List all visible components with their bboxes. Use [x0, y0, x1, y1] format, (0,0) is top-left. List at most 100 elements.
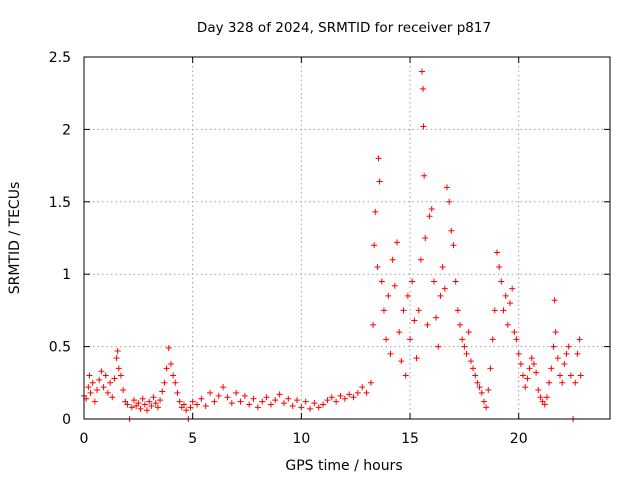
x-tick-label: 10 [292, 431, 310, 447]
data-point [551, 297, 558, 304]
data-point [511, 329, 518, 336]
data-point [533, 369, 540, 376]
data-point [141, 401, 148, 408]
data-point [117, 372, 124, 379]
data-point [346, 391, 353, 398]
data-point [559, 379, 566, 386]
data-point [115, 365, 122, 372]
data-point [400, 307, 407, 314]
data-point [104, 389, 111, 396]
data-point [380, 307, 387, 314]
data-point [454, 307, 461, 314]
data-point [298, 404, 305, 411]
data-point [537, 394, 544, 401]
data-point [457, 321, 464, 328]
data-point [561, 360, 568, 367]
data-point [478, 389, 485, 396]
data-point [165, 345, 172, 352]
data-point [496, 263, 503, 270]
data-point [567, 372, 574, 379]
data-point [437, 292, 444, 299]
data-point [311, 400, 318, 407]
data-point [467, 358, 474, 365]
data-point [515, 350, 522, 357]
x-tick-label: 5 [188, 431, 197, 447]
data-point [417, 256, 424, 263]
y-tick-label: 2.5 [49, 50, 71, 66]
y-tick-label: 0 [62, 412, 71, 428]
data-point [241, 392, 248, 399]
data-point [517, 360, 524, 367]
data-point [443, 184, 450, 191]
data-point [328, 394, 335, 401]
data-point [372, 208, 379, 215]
data-point [550, 343, 557, 350]
data-point [441, 285, 448, 292]
data-point [233, 389, 240, 396]
data-point [439, 263, 446, 270]
data-point [159, 388, 166, 395]
data-point [211, 398, 218, 405]
data-point [415, 307, 422, 314]
data-point [307, 405, 314, 412]
data-point [107, 379, 114, 386]
data-point [187, 404, 194, 411]
data-point [167, 360, 174, 367]
grid-layer [84, 57, 610, 419]
data-point [194, 401, 201, 408]
data-point [259, 398, 266, 405]
data-point [139, 395, 146, 402]
data-point [504, 321, 511, 328]
data-point [224, 394, 231, 401]
data-point [483, 404, 490, 411]
data-point [435, 343, 442, 350]
y-tick-label: 1 [62, 267, 71, 283]
data-point [500, 307, 507, 314]
data-point [489, 336, 496, 343]
data-point [100, 384, 107, 391]
y-axis-label: SRMTID / TECUs [7, 182, 23, 295]
data-point [367, 379, 374, 386]
data-point [370, 321, 377, 328]
data-point [280, 400, 287, 407]
data-point [96, 376, 103, 383]
data-point [157, 397, 164, 404]
data-point [474, 379, 481, 386]
data-point [535, 387, 542, 394]
data-point [172, 379, 179, 386]
data-point [413, 355, 420, 362]
data-point [114, 347, 121, 354]
data-point [502, 292, 509, 299]
data-point [543, 394, 550, 401]
data-point [176, 398, 183, 405]
data-point [398, 358, 405, 365]
data-point [387, 350, 394, 357]
data-point [552, 329, 559, 336]
data-point [276, 391, 283, 398]
data-point [94, 387, 101, 394]
data-point [526, 365, 533, 372]
data-point [402, 372, 409, 379]
data-point [522, 384, 529, 391]
data-point [228, 400, 235, 407]
data-point [546, 379, 553, 386]
plot-frame [83, 56, 611, 420]
data-point [89, 379, 96, 386]
data-point [113, 355, 120, 362]
data-point [487, 365, 494, 372]
data-point [120, 387, 127, 394]
x-tick-label: 15 [401, 431, 419, 447]
axis-ticks: 0 5 10 15 20 0 0.5 1 1.5 2 2.5 [49, 50, 610, 447]
data-point [524, 375, 531, 382]
data-point [420, 85, 427, 92]
data-point [411, 317, 418, 324]
data-point [520, 372, 527, 379]
data-point [572, 379, 579, 386]
data-point [237, 398, 244, 405]
data-point [130, 397, 137, 404]
data-point [98, 368, 105, 375]
data-point [198, 395, 205, 402]
data-point [375, 155, 382, 162]
data-point [202, 402, 209, 409]
